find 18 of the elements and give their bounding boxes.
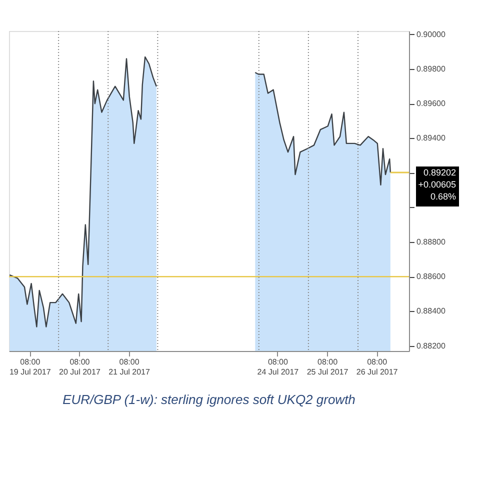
y-tick-label: 0.90000 (416, 30, 446, 39)
text: +0.00605 (418, 179, 456, 190)
text: EUR/GBP (1-w): sterling ignores soft UKQ2 growth (62, 392, 356, 407)
x-tick-label: 08:00 19 Jul 2017 (9, 358, 52, 376)
x-tick-label: 08:00 24 Jul 2017 (257, 358, 300, 376)
text: 0.89202 (423, 167, 456, 178)
x-tick-label: 08:00 25 Jul 2017 (306, 358, 349, 376)
y-tick-label: 0.89400 (416, 134, 446, 143)
y-tick-label: 0.89600 (416, 99, 446, 108)
y-tick-label: 0.89800 (416, 64, 446, 74)
y-tick-label: 0.88600 (416, 272, 446, 282)
text: 0.68% (430, 191, 456, 202)
y-tick-label: 0.88400 (416, 306, 446, 316)
y-tick-label: 0.88200 (416, 341, 446, 350)
y-tick-label: 0.88800 (416, 238, 446, 247)
x-tick-label: 08:00 26 Jul 2017 (356, 358, 398, 376)
x-tick-label: 08:00 21 Jul 2017 (108, 358, 151, 376)
x-tick-label: 08:00 20 Jul 2017 (59, 358, 101, 376)
